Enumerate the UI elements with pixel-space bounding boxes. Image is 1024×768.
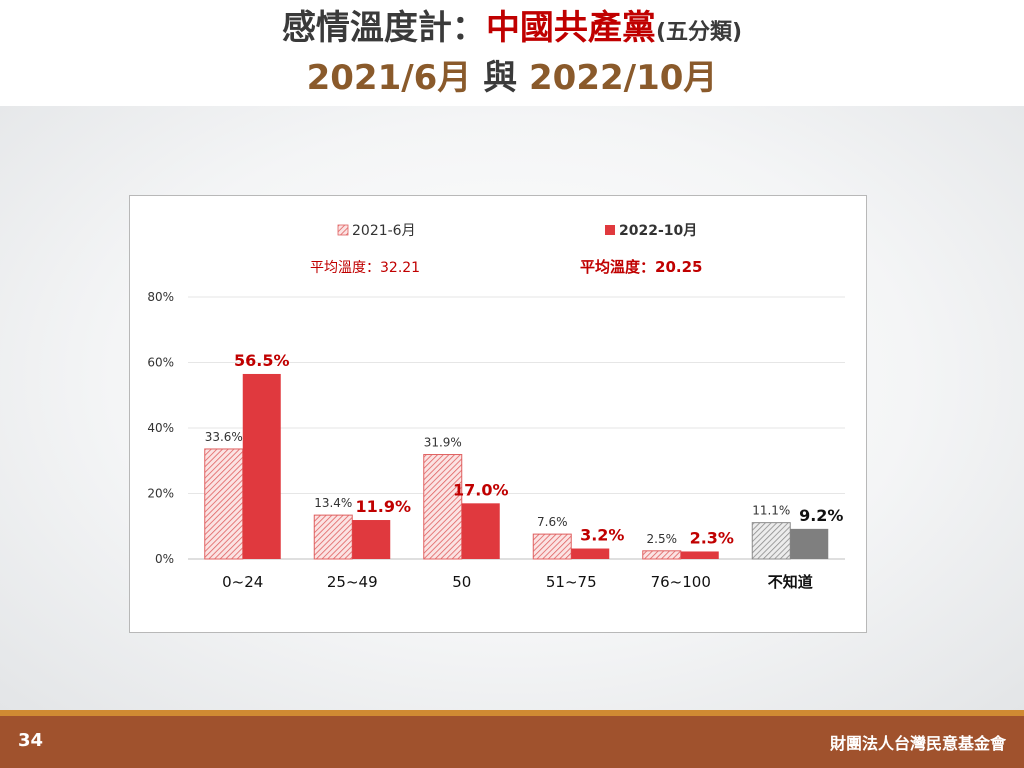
organization-name: 財團法人台灣民意基金會 xyxy=(829,734,1006,753)
y-tick-label: 60% xyxy=(147,356,174,370)
page-title: 感情溫度計：中國共產黨(五分類) xyxy=(0,6,1024,55)
bar-series2 xyxy=(352,520,391,559)
data-label-series1: 11.1% xyxy=(752,504,790,518)
y-tick-label: 20% xyxy=(147,487,174,501)
data-label-series2: 3.2% xyxy=(580,526,624,545)
average-label-series1: 平均溫度：32.21 xyxy=(310,260,420,276)
legend-swatch-series2 xyxy=(605,225,615,235)
data-label-series2: 17.0% xyxy=(453,480,509,499)
data-label-series2: 2.3% xyxy=(690,528,734,547)
data-label-series1: 31.9% xyxy=(424,436,462,450)
legend-label-series1: 2021-6月 xyxy=(352,223,416,239)
x-tick-label: 25~49 xyxy=(327,573,378,591)
bar-series1 xyxy=(532,533,572,560)
title-party: 中國共產黨 xyxy=(485,8,656,48)
data-label-series2: 9.2% xyxy=(799,506,843,525)
average-label-series2: 平均溫度：20.25 xyxy=(580,258,702,276)
y-tick-label: 40% xyxy=(147,421,174,435)
y-tick-label: 0% xyxy=(155,552,174,566)
bar-series1 xyxy=(642,550,682,560)
bar-series2 xyxy=(461,503,500,559)
x-tick-label: 51~75 xyxy=(546,573,597,591)
bar-series2 xyxy=(571,548,610,559)
title-suffix: (五分類) xyxy=(655,20,743,45)
bar-chart: 0% 20% 40% 60% 80% 33.6% 56.5% 13.4% 11.9% 31.9%… xyxy=(147,223,845,591)
x-tick-label: 0~24 xyxy=(222,573,263,591)
data-label-series2: 56.5% xyxy=(234,351,290,370)
subtitle-date1: 2021/6月 xyxy=(306,58,472,98)
y-tick-label: 80% xyxy=(147,290,174,304)
bar-series2 xyxy=(790,528,829,559)
bar-series1 xyxy=(204,448,244,560)
bar-series2 xyxy=(680,551,719,559)
subtitle-connector: 與 xyxy=(483,58,518,98)
chart-panel: 0% 20% 40% 60% 80% 33.6% 56.5% 13.4% 11.9% 31.9%… xyxy=(129,195,867,633)
data-label-series1: 33.6% xyxy=(205,430,243,444)
bar-series1 xyxy=(313,514,353,560)
data-label-series1: 7.6% xyxy=(537,515,568,529)
bar-series1 xyxy=(751,522,791,560)
page-number: 34 xyxy=(18,730,44,751)
legend-label-series2: 2022-10月 xyxy=(619,223,697,239)
footer-stripe xyxy=(0,710,1024,716)
footer-bar: 34 財團法人台灣民意基金會 xyxy=(0,716,1024,768)
x-tick-label: 不知道 xyxy=(768,573,813,591)
x-tick-label: 50 xyxy=(452,573,471,591)
subtitle-date2: 2022/10月 xyxy=(529,58,718,98)
x-tick-label: 76~100 xyxy=(651,573,711,591)
bar-series2 xyxy=(242,373,281,559)
legend-swatch-series1 xyxy=(337,224,349,236)
page-subtitle: 2021/6月 與 2022/10月 xyxy=(0,56,1024,100)
bar-series1 xyxy=(423,454,463,560)
data-label-series1: 2.5% xyxy=(647,532,678,546)
title-prefix: 感情溫度計： xyxy=(281,8,486,48)
data-label-series1: 13.4% xyxy=(314,496,352,510)
data-label-series2: 11.9% xyxy=(355,497,411,516)
